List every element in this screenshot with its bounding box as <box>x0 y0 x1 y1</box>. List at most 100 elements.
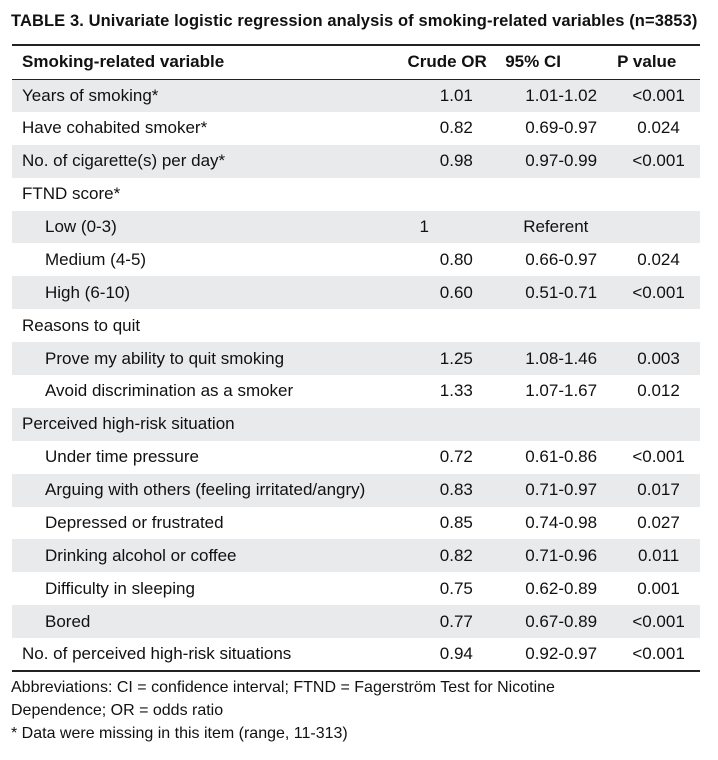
table-row: Prove my ability to quit smoking 1.25 1.08… <box>12 342 700 376</box>
cell-p-value: 0.011 <box>637 545 680 565</box>
cell-variable: Perceived high-risk situation <box>22 414 235 434</box>
cell-95-ci: 0.92-0.97 <box>525 644 598 664</box>
cell-95-ci: 0.71-0.96 <box>525 545 598 565</box>
cell-variable: Depressed or frustrated <box>45 513 224 533</box>
cell-p-value: <0.001 <box>632 151 685 171</box>
cell-95-ci: 0.69-0.97 <box>525 118 598 138</box>
table-row: Drinking alcohol or coffee 0.82 0.71-0.96 0… <box>12 539 700 573</box>
cell-p-value: 0.001 <box>637 578 680 598</box>
cell-95-ci <box>505 408 617 441</box>
cell-95-ci: 0.66-0.97 <box>525 249 598 269</box>
cell-variable: Under time pressure <box>45 447 200 467</box>
cell-95-ci: 0.62-0.89 <box>525 578 598 598</box>
cell-crude-or <box>407 309 505 342</box>
table-row: Bored 0.77 0.67-0.89 <0.001 <box>12 605 700 639</box>
cell-crude-or: 0.60 <box>439 282 473 302</box>
abbreviations-line-2: Dependence; OR = odds ratio <box>11 702 224 719</box>
cell-crude-or: 1.25 <box>439 348 473 368</box>
table-row: Reasons to quit <box>12 309 700 342</box>
table-row: Perceived high-risk situation <box>12 407 700 441</box>
header-p-value: P value <box>617 52 677 72</box>
cell-crude-or: 0.82 <box>439 118 473 138</box>
cell-variable: Drinking alcohol or coffee <box>45 545 237 565</box>
cell-crude-or: 0.80 <box>439 249 473 269</box>
cell-95-ci: 0.51-0.71 <box>525 282 598 302</box>
header-row: Smoking-related variable Crude OR 95% CI… <box>12 45 700 79</box>
header-variable: Smoking-related variable <box>22 52 225 72</box>
cell-95-ci: 0.74-0.98 <box>525 513 598 533</box>
cell-crude-or: 1 <box>419 217 429 236</box>
table-label: TABLE 3. <box>11 12 84 30</box>
cell-variable: No. of cigarette(s) per day* <box>22 151 226 171</box>
table-row: Under time pressure 0.72 0.61-0.86 <0.001 <box>12 441 700 474</box>
cell-crude-or: 0.77 <box>439 611 473 631</box>
cell-crude-or: 0.82 <box>439 545 473 565</box>
cell-crude-or: 0.94 <box>439 644 473 664</box>
cell-p-value: 0.012 <box>637 381 680 401</box>
table-caption: TABLE 3. Univariate logistic regression … <box>11 12 711 31</box>
cell-crude-or: 0.83 <box>439 480 473 500</box>
cell-variable: Prove my ability to quit smoking <box>45 348 285 368</box>
cell-p-value: 0.027 <box>637 513 680 533</box>
cell-crude-or: 0.85 <box>439 513 473 533</box>
table-row: Depressed or frustrated 0.85 0.74-0.98 0.02… <box>12 507 700 540</box>
cell-variable: Low (0-3) <box>45 217 117 236</box>
cell-95-ci: 0.71-0.97 <box>525 480 598 500</box>
cell-p-value: <0.001 <box>632 644 685 664</box>
cell-variable: Have cohabited smoker* <box>22 118 208 138</box>
table-row: FTND score* <box>12 178 700 211</box>
table-title: Univariate logistic regression analysis … <box>88 12 698 30</box>
table-row: Arguing with others (feeling irritated/a… <box>12 473 700 507</box>
cell-crude-or <box>407 408 505 441</box>
cell-95-ci: 1.07-1.67 <box>525 381 598 401</box>
cell-variable: Medium (4-5) <box>45 249 147 269</box>
cell-p-value: <0.001 <box>632 611 685 631</box>
table-row: Years of smoking* 1.01 1.01-1.02 <0.001 <box>12 79 700 112</box>
cell-variable: Arguing with others (feeling irritated/a… <box>45 480 366 500</box>
cell-crude-or: 0.75 <box>439 578 473 598</box>
cell-crude-or: 1.01 <box>439 85 473 105</box>
cell-95-ci <box>505 178 617 211</box>
table-notes: Abbreviations: CI = confidence interval;… <box>11 676 711 745</box>
cell-variable: Avoid discrimination as a smoker <box>45 381 294 401</box>
table-row: Medium (4-5) 0.80 0.66-0.97 0.024 <box>12 243 700 276</box>
cell-variable: FTND score* <box>22 184 121 204</box>
cell-95-ci: 0.67-0.89 <box>525 611 598 631</box>
cell-p-value: <0.001 <box>632 447 685 467</box>
header-crude-or: Crude OR <box>407 52 487 72</box>
cell-p-value <box>617 309 700 342</box>
cell-p-value: <0.001 <box>632 282 685 302</box>
cell-95-ci: 1.08-1.46 <box>525 348 598 368</box>
cell-p-value: 0.024 <box>637 118 680 138</box>
cell-crude-or: 0.98 <box>439 151 473 171</box>
cell-95-ci <box>505 309 617 342</box>
table-row: No. of perceived high-risk situations 0.9… <box>12 638 700 672</box>
table-row: Avoid discrimination as a smoker 1.33 1.07… <box>12 375 700 408</box>
cell-variable: Reasons to quit <box>22 315 141 335</box>
missing-data-footnote: * Data were missing in this item (range,… <box>11 725 348 742</box>
cell-p-value: 0.017 <box>637 480 680 500</box>
cell-95-ci: 1.01-1.02 <box>525 85 598 105</box>
cell-p-value <box>617 408 700 441</box>
cell-p-value: <0.001 <box>632 85 685 105</box>
cell-p-value <box>617 178 700 211</box>
abbreviations-line-1: Abbreviations: CI = confidence interval;… <box>11 679 555 696</box>
cell-variable: No. of perceived high-risk situations <box>22 644 292 664</box>
cell-p-value: 0.024 <box>637 249 680 269</box>
cell-crude-or: 1.33 <box>439 381 473 401</box>
table-row: Difficulty in sleeping 0.75 0.62-0.89 0.001 <box>12 572 700 605</box>
table-body: Years of smoking* 1.01 1.01-1.02 <0.001 Have… <box>12 79 700 672</box>
cell-95-ci: Referent <box>523 217 589 236</box>
table-row: Low (0-3) 1 Referent <box>12 210 700 244</box>
cell-crude-or <box>407 178 505 211</box>
cell-crude-or: 0.72 <box>439 447 473 467</box>
cell-p-value <box>617 211 700 244</box>
cell-95-ci: 0.97-0.99 <box>525 151 598 171</box>
header-95-ci: 95% CI <box>505 52 561 72</box>
cell-p-value: 0.003 <box>637 348 680 368</box>
table-row: Have cohabited smoker* 0.82 0.69-0.97 0.024 <box>12 112 700 145</box>
regression-table: Smoking-related variable Crude OR 95% CI… <box>12 44 700 672</box>
cell-variable: Bored <box>45 611 91 631</box>
table-row: High (6-10) 0.60 0.51-0.71 <0.001 <box>12 276 700 310</box>
